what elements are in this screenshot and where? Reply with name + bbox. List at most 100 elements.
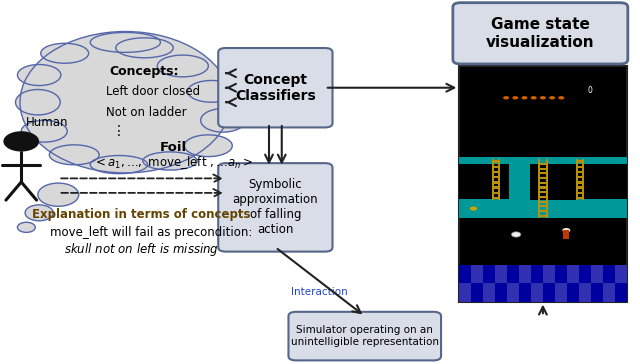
FancyBboxPatch shape [538,163,548,165]
FancyBboxPatch shape [471,284,483,302]
Ellipse shape [184,135,232,157]
FancyBboxPatch shape [603,265,614,284]
FancyBboxPatch shape [495,284,507,302]
FancyBboxPatch shape [577,161,582,163]
FancyBboxPatch shape [577,166,582,168]
FancyBboxPatch shape [538,205,548,207]
Text: Game state
visualization: Game state visualization [486,17,595,50]
Circle shape [511,232,521,237]
FancyBboxPatch shape [493,161,499,163]
FancyBboxPatch shape [614,284,627,302]
Circle shape [503,96,509,99]
FancyBboxPatch shape [538,159,540,218]
Text: Explanation in terms of concepts: Explanation in terms of concepts [32,208,250,221]
Ellipse shape [90,32,161,52]
FancyBboxPatch shape [492,159,494,200]
FancyBboxPatch shape [507,284,519,302]
FancyBboxPatch shape [576,159,578,200]
FancyBboxPatch shape [460,164,509,200]
FancyBboxPatch shape [493,197,499,199]
FancyBboxPatch shape [483,284,495,302]
FancyBboxPatch shape [538,182,548,184]
FancyBboxPatch shape [460,284,471,302]
FancyBboxPatch shape [579,265,591,284]
FancyBboxPatch shape [538,167,548,170]
FancyBboxPatch shape [538,172,548,174]
Circle shape [540,96,546,99]
Circle shape [563,228,570,233]
FancyBboxPatch shape [538,196,548,198]
FancyBboxPatch shape [483,265,495,284]
Circle shape [558,96,564,99]
FancyBboxPatch shape [591,284,603,302]
FancyBboxPatch shape [567,284,579,302]
Circle shape [25,205,53,221]
Text: Interaction: Interaction [291,287,348,297]
FancyBboxPatch shape [538,186,548,189]
FancyBboxPatch shape [493,176,499,178]
Ellipse shape [116,38,173,58]
FancyBboxPatch shape [519,265,531,284]
FancyBboxPatch shape [577,176,582,178]
Ellipse shape [17,64,61,86]
FancyBboxPatch shape [460,199,509,210]
FancyBboxPatch shape [563,230,570,239]
FancyBboxPatch shape [577,171,582,173]
Text: Foil: Foil [159,141,187,154]
Text: Not on ladder: Not on ladder [106,106,187,119]
Circle shape [531,96,537,99]
FancyBboxPatch shape [555,284,567,302]
FancyBboxPatch shape [498,159,500,200]
FancyBboxPatch shape [453,3,628,64]
FancyBboxPatch shape [218,48,333,127]
FancyBboxPatch shape [543,284,555,302]
FancyBboxPatch shape [538,201,548,203]
Text: Concept
Classifiers: Concept Classifiers [235,73,316,103]
FancyBboxPatch shape [591,265,603,284]
FancyBboxPatch shape [218,163,333,252]
Text: $\mathit{skull\ not\ on\ left}$ is missing: $\mathit{skull\ not\ on\ left}$ is missi… [64,241,219,258]
Ellipse shape [20,32,230,173]
Circle shape [522,96,527,99]
FancyBboxPatch shape [531,284,543,302]
FancyBboxPatch shape [471,265,483,284]
Ellipse shape [41,43,88,63]
FancyBboxPatch shape [493,186,499,189]
Ellipse shape [143,152,197,170]
FancyBboxPatch shape [460,163,627,218]
Text: Human: Human [26,116,69,128]
Ellipse shape [90,155,148,174]
FancyBboxPatch shape [493,166,499,168]
Text: move_left will fail as precondition:: move_left will fail as precondition: [50,226,252,239]
FancyBboxPatch shape [577,186,582,189]
FancyBboxPatch shape [493,181,499,183]
FancyBboxPatch shape [577,181,582,183]
FancyBboxPatch shape [493,191,499,194]
FancyBboxPatch shape [543,265,555,284]
Text: $< a_1, \ldots,$ move_left $,\ldots a_n >$: $< a_1, \ldots,$ move_left $,\ldots a_n … [93,154,253,170]
Ellipse shape [15,90,60,115]
FancyBboxPatch shape [289,312,441,360]
FancyBboxPatch shape [538,191,548,193]
Text: Symbolic
approximation
of falling
action: Symbolic approximation of falling action [232,178,318,236]
Ellipse shape [201,108,245,132]
FancyBboxPatch shape [493,171,499,173]
Text: ⋮: ⋮ [112,123,126,138]
FancyBboxPatch shape [538,210,548,212]
Ellipse shape [49,145,99,165]
FancyBboxPatch shape [545,159,548,218]
Circle shape [549,96,555,99]
FancyBboxPatch shape [582,159,584,200]
FancyBboxPatch shape [538,215,548,217]
Circle shape [3,131,39,151]
FancyBboxPatch shape [460,157,627,163]
FancyBboxPatch shape [495,265,507,284]
Circle shape [38,183,79,206]
FancyBboxPatch shape [519,284,531,302]
Circle shape [17,222,35,232]
Circle shape [470,206,477,211]
FancyBboxPatch shape [460,207,627,218]
FancyBboxPatch shape [579,284,591,302]
FancyBboxPatch shape [529,164,627,200]
Ellipse shape [188,80,236,102]
